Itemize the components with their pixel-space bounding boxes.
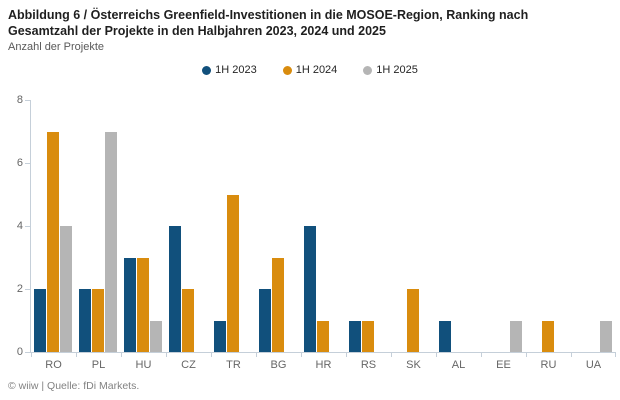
bar-hu-1h-2025 <box>150 320 162 352</box>
x-axis-tick <box>166 352 167 357</box>
chart-title: Abbildung 6 / Österreichs Greenfield-Inv… <box>8 8 529 38</box>
bar-pl-1h-2023 <box>79 289 91 352</box>
bar-ee-1h-2025 <box>510 320 522 352</box>
x-axis-label-sk: SK <box>406 359 421 371</box>
legend-dot-icon <box>202 65 212 75</box>
bar-tr-1h-2024 <box>227 194 239 352</box>
bar-tr-1h-2023 <box>214 320 226 352</box>
bar-pl-1h-2024 <box>92 289 104 352</box>
y-axis-tick <box>25 225 30 227</box>
x-axis-tick <box>121 352 122 357</box>
chart-legend: 1H 2023 1H 2024 1H 2025 <box>0 64 620 76</box>
y-axis-tick <box>25 288 30 290</box>
chart-y-axis-unit-label: Anzahl der Projekte <box>8 41 104 53</box>
x-axis-tick <box>615 352 616 357</box>
y-axis-tick <box>25 99 30 101</box>
bar-sk-1h-2024 <box>407 289 419 352</box>
x-axis-label-cz: CZ <box>181 359 196 371</box>
x-axis-tick <box>301 352 302 357</box>
legend-dot-icon <box>363 65 373 75</box>
y-axis-tick-label: 4 <box>16 219 23 232</box>
x-axis-tick <box>481 352 482 357</box>
x-axis-label-al: AL <box>451 359 466 371</box>
x-axis-label-hr: HR <box>315 359 332 371</box>
source-note: © wiiw | Quelle: fDi Markets. <box>8 380 140 392</box>
x-axis-label-pl: PL <box>91 359 106 371</box>
chart-plot-area: 0 2 4 6 8 RO PL HU CZ TR BG HR RS SK AL EE RU UA <box>17 94 616 371</box>
x-axis-tick <box>526 352 527 357</box>
x-axis-tick <box>256 352 257 357</box>
y-axis-tick-label: 6 <box>16 156 23 169</box>
bar-hu-1h-2024 <box>137 257 149 352</box>
bar-ua-1h-2025 <box>600 320 612 352</box>
x-axis-tick <box>211 352 212 357</box>
legend-label: 1H 2023 <box>215 64 257 76</box>
bar-ro-1h-2024 <box>47 131 59 352</box>
y-axis-tick-label: 8 <box>16 93 23 106</box>
x-axis-tick <box>76 352 77 357</box>
x-axis-label-ro: RO <box>45 359 62 371</box>
bar-al-1h-2023 <box>439 320 451 352</box>
bar-hr-1h-2024 <box>317 320 329 352</box>
y-axis-tick <box>25 351 30 353</box>
legend-item-1h-2023: 1H 2023 <box>202 64 257 76</box>
bar-cz-1h-2023 <box>169 226 181 352</box>
x-axis-label-rs: RS <box>360 359 377 371</box>
bar-hr-1h-2023 <box>304 226 316 352</box>
bar-cz-1h-2024 <box>182 289 194 352</box>
x-axis-tick <box>346 352 347 357</box>
legend-item-1h-2025: 1H 2025 <box>363 64 418 76</box>
bar-rs-1h-2023 <box>349 320 361 352</box>
bar-ro-1h-2023 <box>34 289 46 352</box>
bar-rs-1h-2024 <box>362 320 374 352</box>
bar-ro-1h-2025 <box>60 226 72 352</box>
x-axis-label-tr: TR <box>226 359 241 371</box>
x-axis-label-ru: RU <box>540 359 557 371</box>
bar-pl-1h-2025 <box>105 131 117 352</box>
x-axis-label-bg: BG <box>270 359 287 371</box>
x-axis-tick <box>31 352 32 357</box>
x-axis-label-ee: EE <box>496 359 511 371</box>
legend-label: 1H 2024 <box>295 64 338 76</box>
x-axis-tick <box>436 352 437 357</box>
x-axis-label-hu: HU <box>135 359 152 371</box>
legend-item-1h-2024: 1H 2024 <box>282 64 338 76</box>
x-axis-label-ua: UA <box>585 359 602 371</box>
bar-ru-1h-2024 <box>542 320 554 352</box>
y-axis-tick-label: 2 <box>16 282 23 295</box>
x-axis-tick <box>391 352 392 357</box>
bar-hu-1h-2023 <box>124 257 136 352</box>
y-axis-tick-label: 0 <box>16 345 23 358</box>
y-axis-tick <box>25 162 30 164</box>
x-axis-tick <box>571 352 572 357</box>
bar-bg-1h-2023 <box>259 289 271 352</box>
legend-dot-icon <box>282 65 292 75</box>
bar-bg-1h-2024 <box>272 257 284 352</box>
legend-label: 1H 2025 <box>376 64 418 76</box>
